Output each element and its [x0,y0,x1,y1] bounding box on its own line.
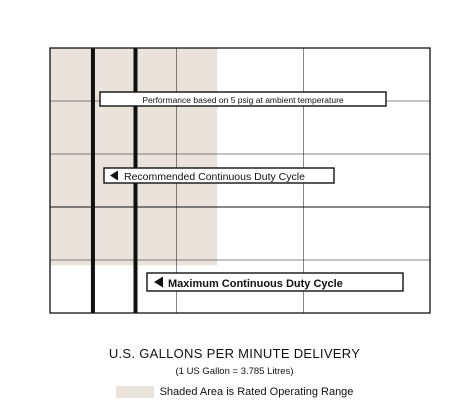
x-axis-title: U.S. GALLONS PER MINUTE DELIVERY [108,346,361,361]
legend-text: Shaded Area is Rated Operating Range [159,386,354,398]
recommended-callout-box [103,167,335,184]
maximum-callout-text: Maximum Continuous Duty Cycle [168,278,343,290]
maximum-callout: Maximum Continuous Duty Cycle [146,272,404,292]
plot-frame [49,47,431,314]
recommended-callout-text: Recommended Continuous Duty Cycle [124,171,305,183]
recommended-arrow-icon [110,170,118,181]
maximum-callout-box [146,272,404,292]
maximum-arrow-icon [154,276,163,288]
recommended-callout: Recommended Continuous Duty Cycle [103,167,335,184]
legend-swatch [115,386,154,399]
performance-callout-box [99,91,387,107]
unit-conversion-note: (1 US Gallon = 3.785 Litres) [175,366,294,377]
shaded-area-legend: Shaded Area is Rated Operating Range [0,386,469,399]
performance-callout-text: Performance based on 5 psig at ambient t… [142,95,344,105]
performance-callout: Performance based on 5 psig at ambient t… [99,91,387,107]
